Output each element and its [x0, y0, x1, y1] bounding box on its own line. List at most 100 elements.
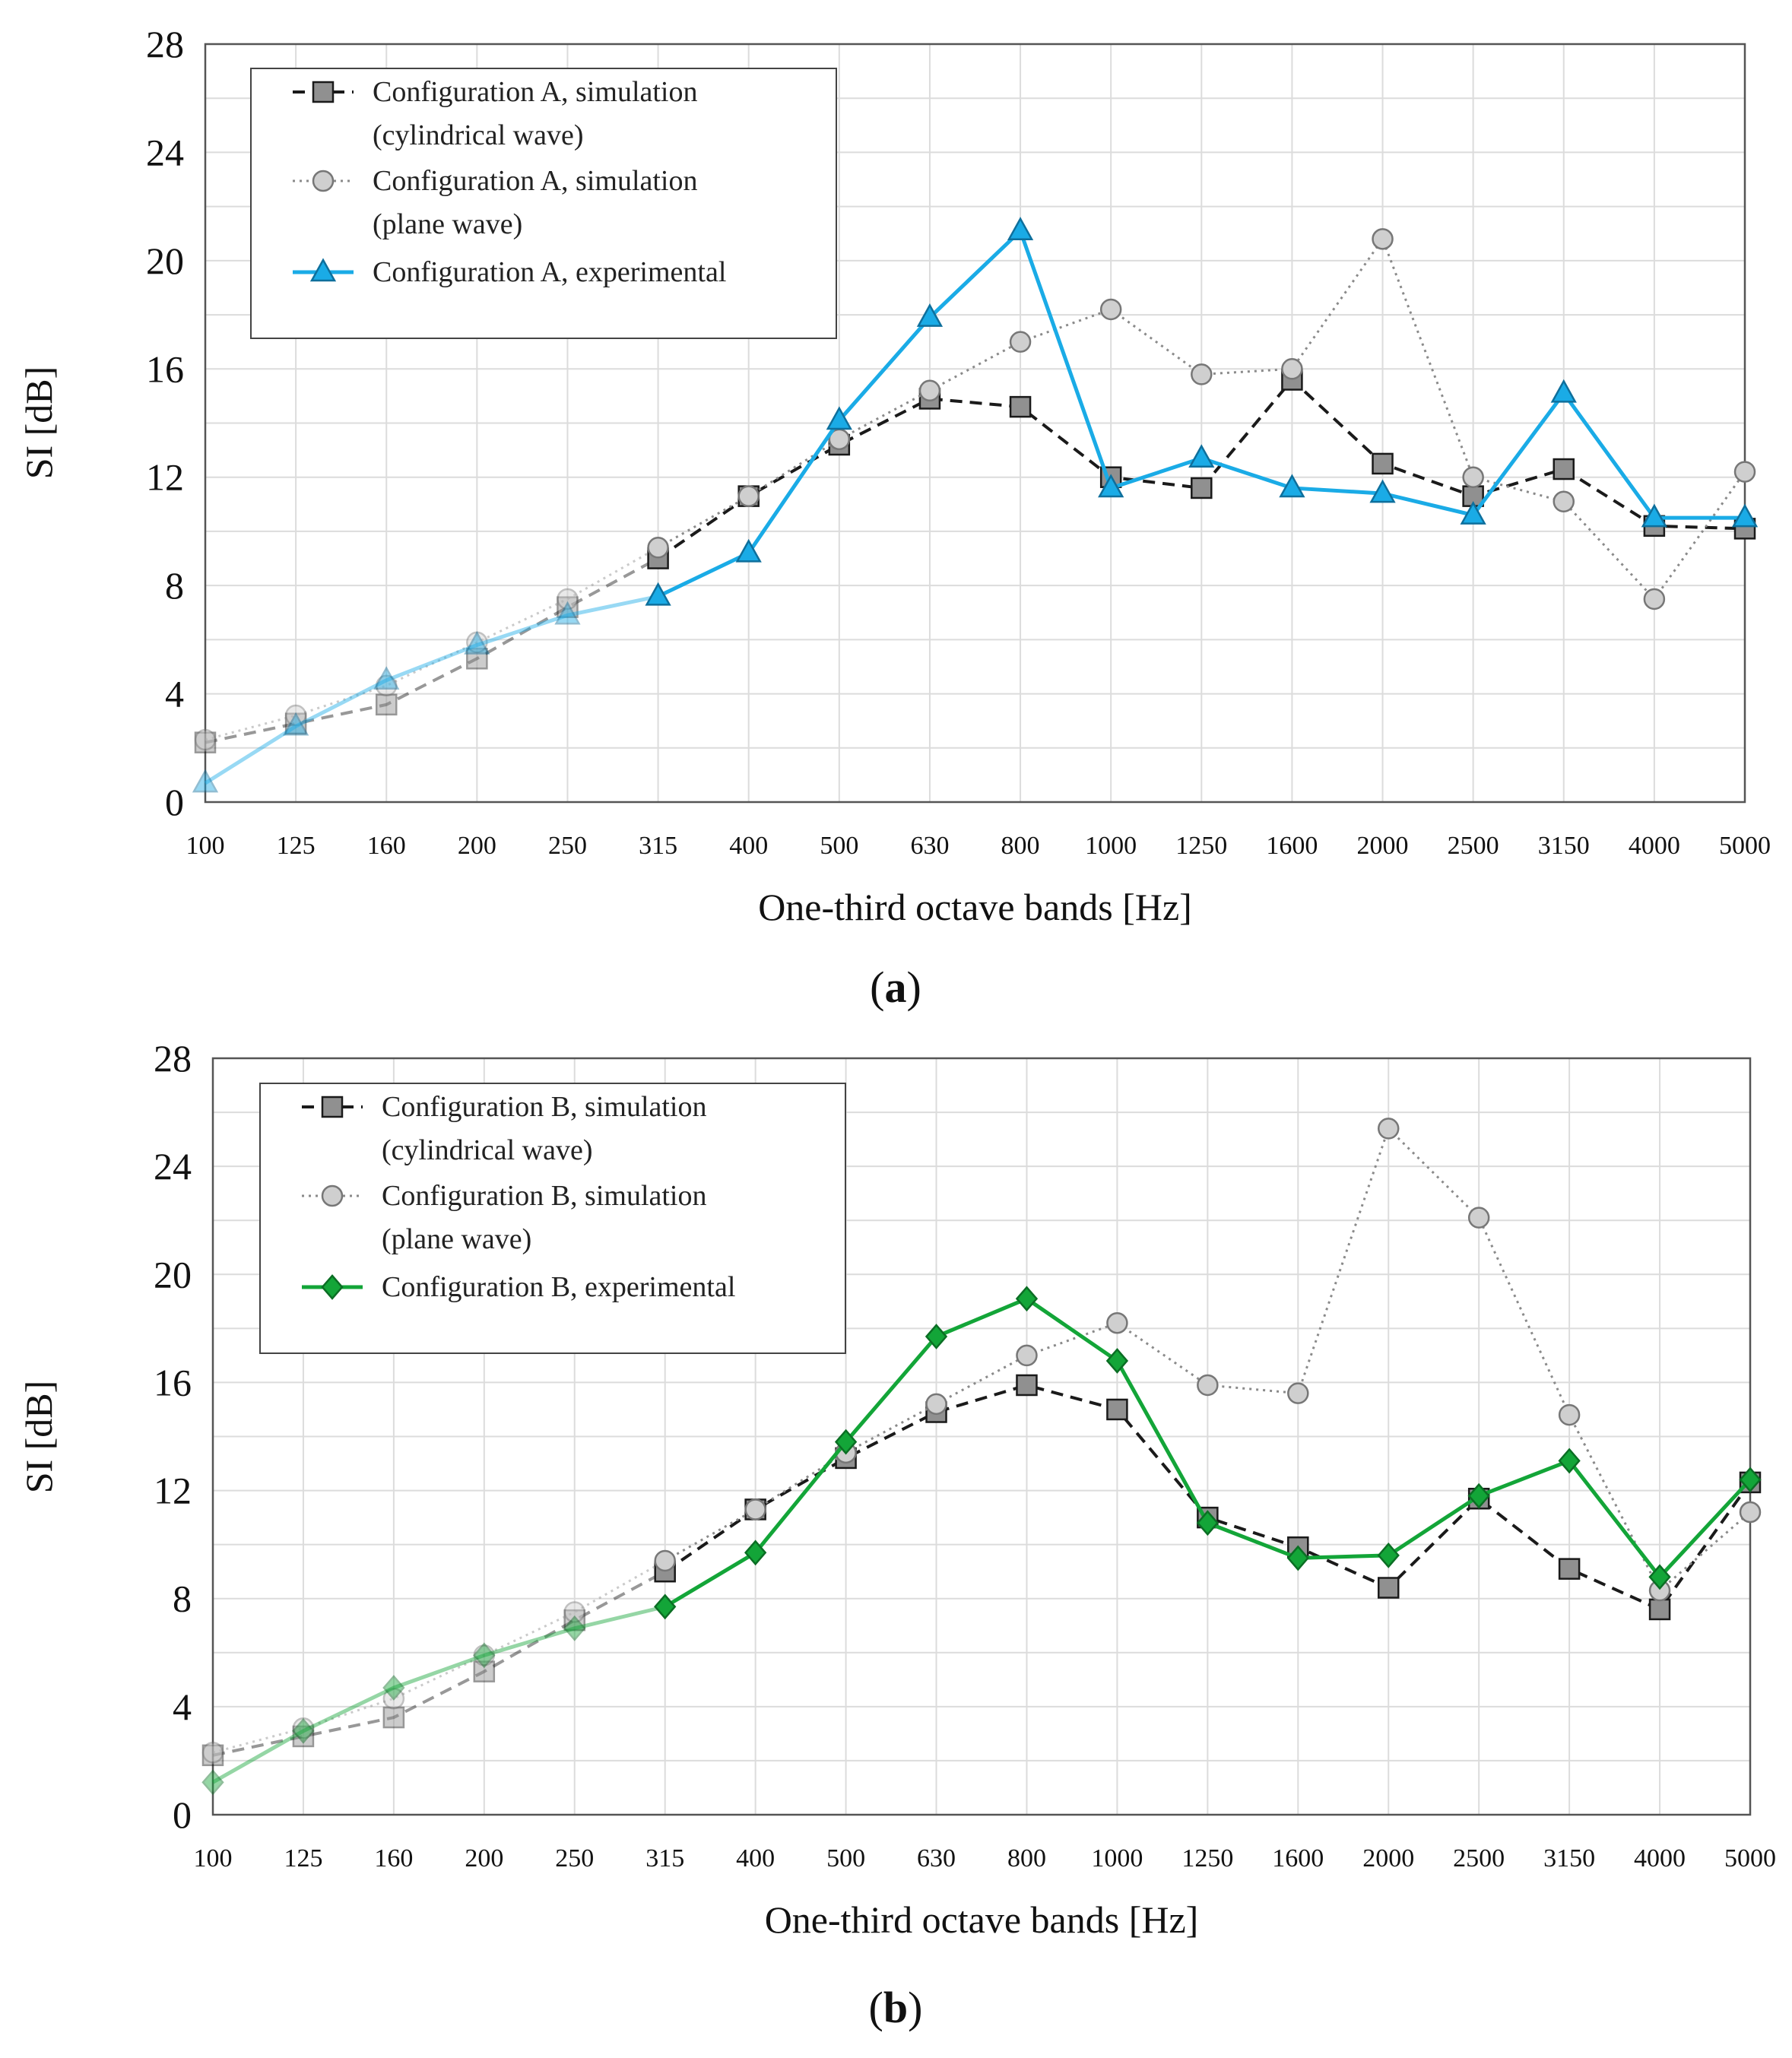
- marker-triangle: [1731, 503, 1759, 528]
- marker-circle: [1372, 228, 1394, 250]
- marker-circle: [1197, 1374, 1219, 1397]
- marker-circle: [1739, 1501, 1762, 1524]
- y-tick-label: 16: [146, 347, 184, 390]
- marker-circle: [918, 379, 941, 402]
- marker-circle: [1099, 298, 1122, 321]
- marker-triangle: [554, 601, 581, 625]
- marker-square: [292, 1725, 315, 1748]
- marker-circle: [1106, 1312, 1128, 1334]
- y-tick-label: 0: [173, 1793, 192, 1836]
- x-tick-label: 200: [465, 1844, 503, 1872]
- x-tick-label: 5000: [1719, 832, 1771, 860]
- y-tick-label: 28: [154, 1037, 192, 1080]
- marker-square: [1016, 1374, 1038, 1397]
- y-tick-label: 8: [173, 1578, 192, 1620]
- x-tick-label: 250: [555, 1844, 594, 1872]
- marker-diamond: [1196, 1510, 1220, 1536]
- legend-label: Configuration A, simulation: [373, 165, 697, 197]
- marker-square: [1648, 1598, 1671, 1621]
- y-tick-label: 12: [146, 456, 184, 499]
- marker-square: [1372, 452, 1394, 475]
- legend-box: [250, 68, 837, 339]
- marker-circle: [466, 631, 488, 654]
- legend-label-line2: (plane wave): [373, 208, 522, 240]
- marker-triangle: [1279, 474, 1305, 498]
- x-tick-label: 1250: [1181, 1844, 1233, 1872]
- x-tick-label: 125: [277, 832, 316, 860]
- marker-circle: [744, 1498, 766, 1521]
- series-line-faded: [212, 1570, 666, 1757]
- marker-triangle: [645, 582, 671, 606]
- x-tick-label: 630: [910, 832, 949, 860]
- marker-diamond: [1739, 1467, 1762, 1493]
- marker-diamond: [925, 1324, 948, 1349]
- x-axis-label: One-third octave bands [Hz]: [765, 1898, 1199, 1941]
- marker-square: [194, 731, 217, 753]
- marker-circle: [382, 1687, 405, 1710]
- marker-square: [201, 1744, 224, 1767]
- marker-triangle: [1098, 474, 1124, 498]
- marker-diamond: [1558, 1448, 1581, 1474]
- series-circle: [194, 228, 1756, 751]
- marker-circle: [321, 1184, 344, 1207]
- x-tick-label: 1600: [1266, 832, 1318, 860]
- marker-square: [1377, 1577, 1400, 1599]
- marker-square: [312, 81, 335, 103]
- y-axis-label: SI [dB]: [17, 366, 60, 480]
- marker-diamond: [292, 1717, 315, 1744]
- x-tick-label: 125: [284, 1844, 322, 1872]
- marker-triangle: [309, 258, 337, 282]
- y-tick-label: 20: [154, 1253, 192, 1295]
- y-tick-label: 24: [146, 131, 184, 173]
- marker-square: [563, 1609, 586, 1631]
- marker-triangle: [1460, 500, 1486, 525]
- marker-diamond: [1648, 1564, 1671, 1590]
- marker-circle: [375, 674, 398, 697]
- y-tick-label: 24: [154, 1145, 192, 1188]
- series-line-faded: [204, 594, 659, 785]
- marker-circle: [1287, 1382, 1309, 1404]
- marker-square: [473, 1660, 496, 1682]
- x-tick-label: 1000: [1085, 832, 1137, 860]
- x-tick-label: 500: [826, 1844, 865, 1872]
- marker-diamond: [473, 1642, 496, 1669]
- marker-diamond: [1105, 1348, 1129, 1374]
- x-tick-label: 400: [736, 1844, 775, 1872]
- marker-circle: [1377, 1118, 1400, 1140]
- marker-circle: [284, 704, 307, 727]
- x-tick-label: 315: [645, 1844, 684, 1872]
- legend: Configuration B, simulation (cylindrical …: [259, 1083, 846, 1354]
- legend: Configuration A, simulation (cylindrical …: [250, 68, 837, 339]
- marker-square: [1009, 395, 1032, 418]
- marker-circle: [473, 1644, 496, 1666]
- y-axis-label: SI [dB]: [17, 1381, 60, 1494]
- marker-square: [557, 596, 579, 618]
- x-tick-label: 1000: [1091, 1844, 1143, 1872]
- y-tick-label: 0: [165, 781, 184, 823]
- marker-circle: [312, 170, 335, 192]
- y-tick-label: 4: [173, 1685, 192, 1728]
- x-tick-label: 100: [186, 832, 225, 860]
- marker-circle: [925, 1393, 947, 1416]
- legend-label: Configuration B, experimental: [382, 1271, 735, 1303]
- caption-a: (a): [870, 962, 921, 1012]
- marker-diamond: [1377, 1542, 1400, 1568]
- marker-diamond: [654, 1593, 677, 1620]
- x-tick-label: 2000: [1357, 832, 1409, 860]
- marker-diamond: [834, 1429, 858, 1455]
- marker-square: [284, 712, 307, 734]
- legend-label: Configuration A, experimental: [373, 256, 726, 288]
- marker-triangle: [373, 666, 400, 690]
- marker-triangle: [1007, 217, 1034, 240]
- marker-triangle: [192, 769, 219, 793]
- marker-circle: [1281, 358, 1303, 380]
- x-tick-label: 630: [917, 1844, 956, 1872]
- series-triangle: [192, 217, 1759, 793]
- marker-circle: [563, 1601, 586, 1623]
- y-tick-label: 20: [146, 239, 184, 282]
- marker-triangle: [1550, 379, 1577, 403]
- series-square: [194, 369, 1756, 753]
- chart-panel-b: 0 4 8 12 16 20 24 28 100 125 160 200 250 315 400 500 630…: [17, 1037, 1776, 1941]
- y-tick-label: 8: [165, 564, 184, 607]
